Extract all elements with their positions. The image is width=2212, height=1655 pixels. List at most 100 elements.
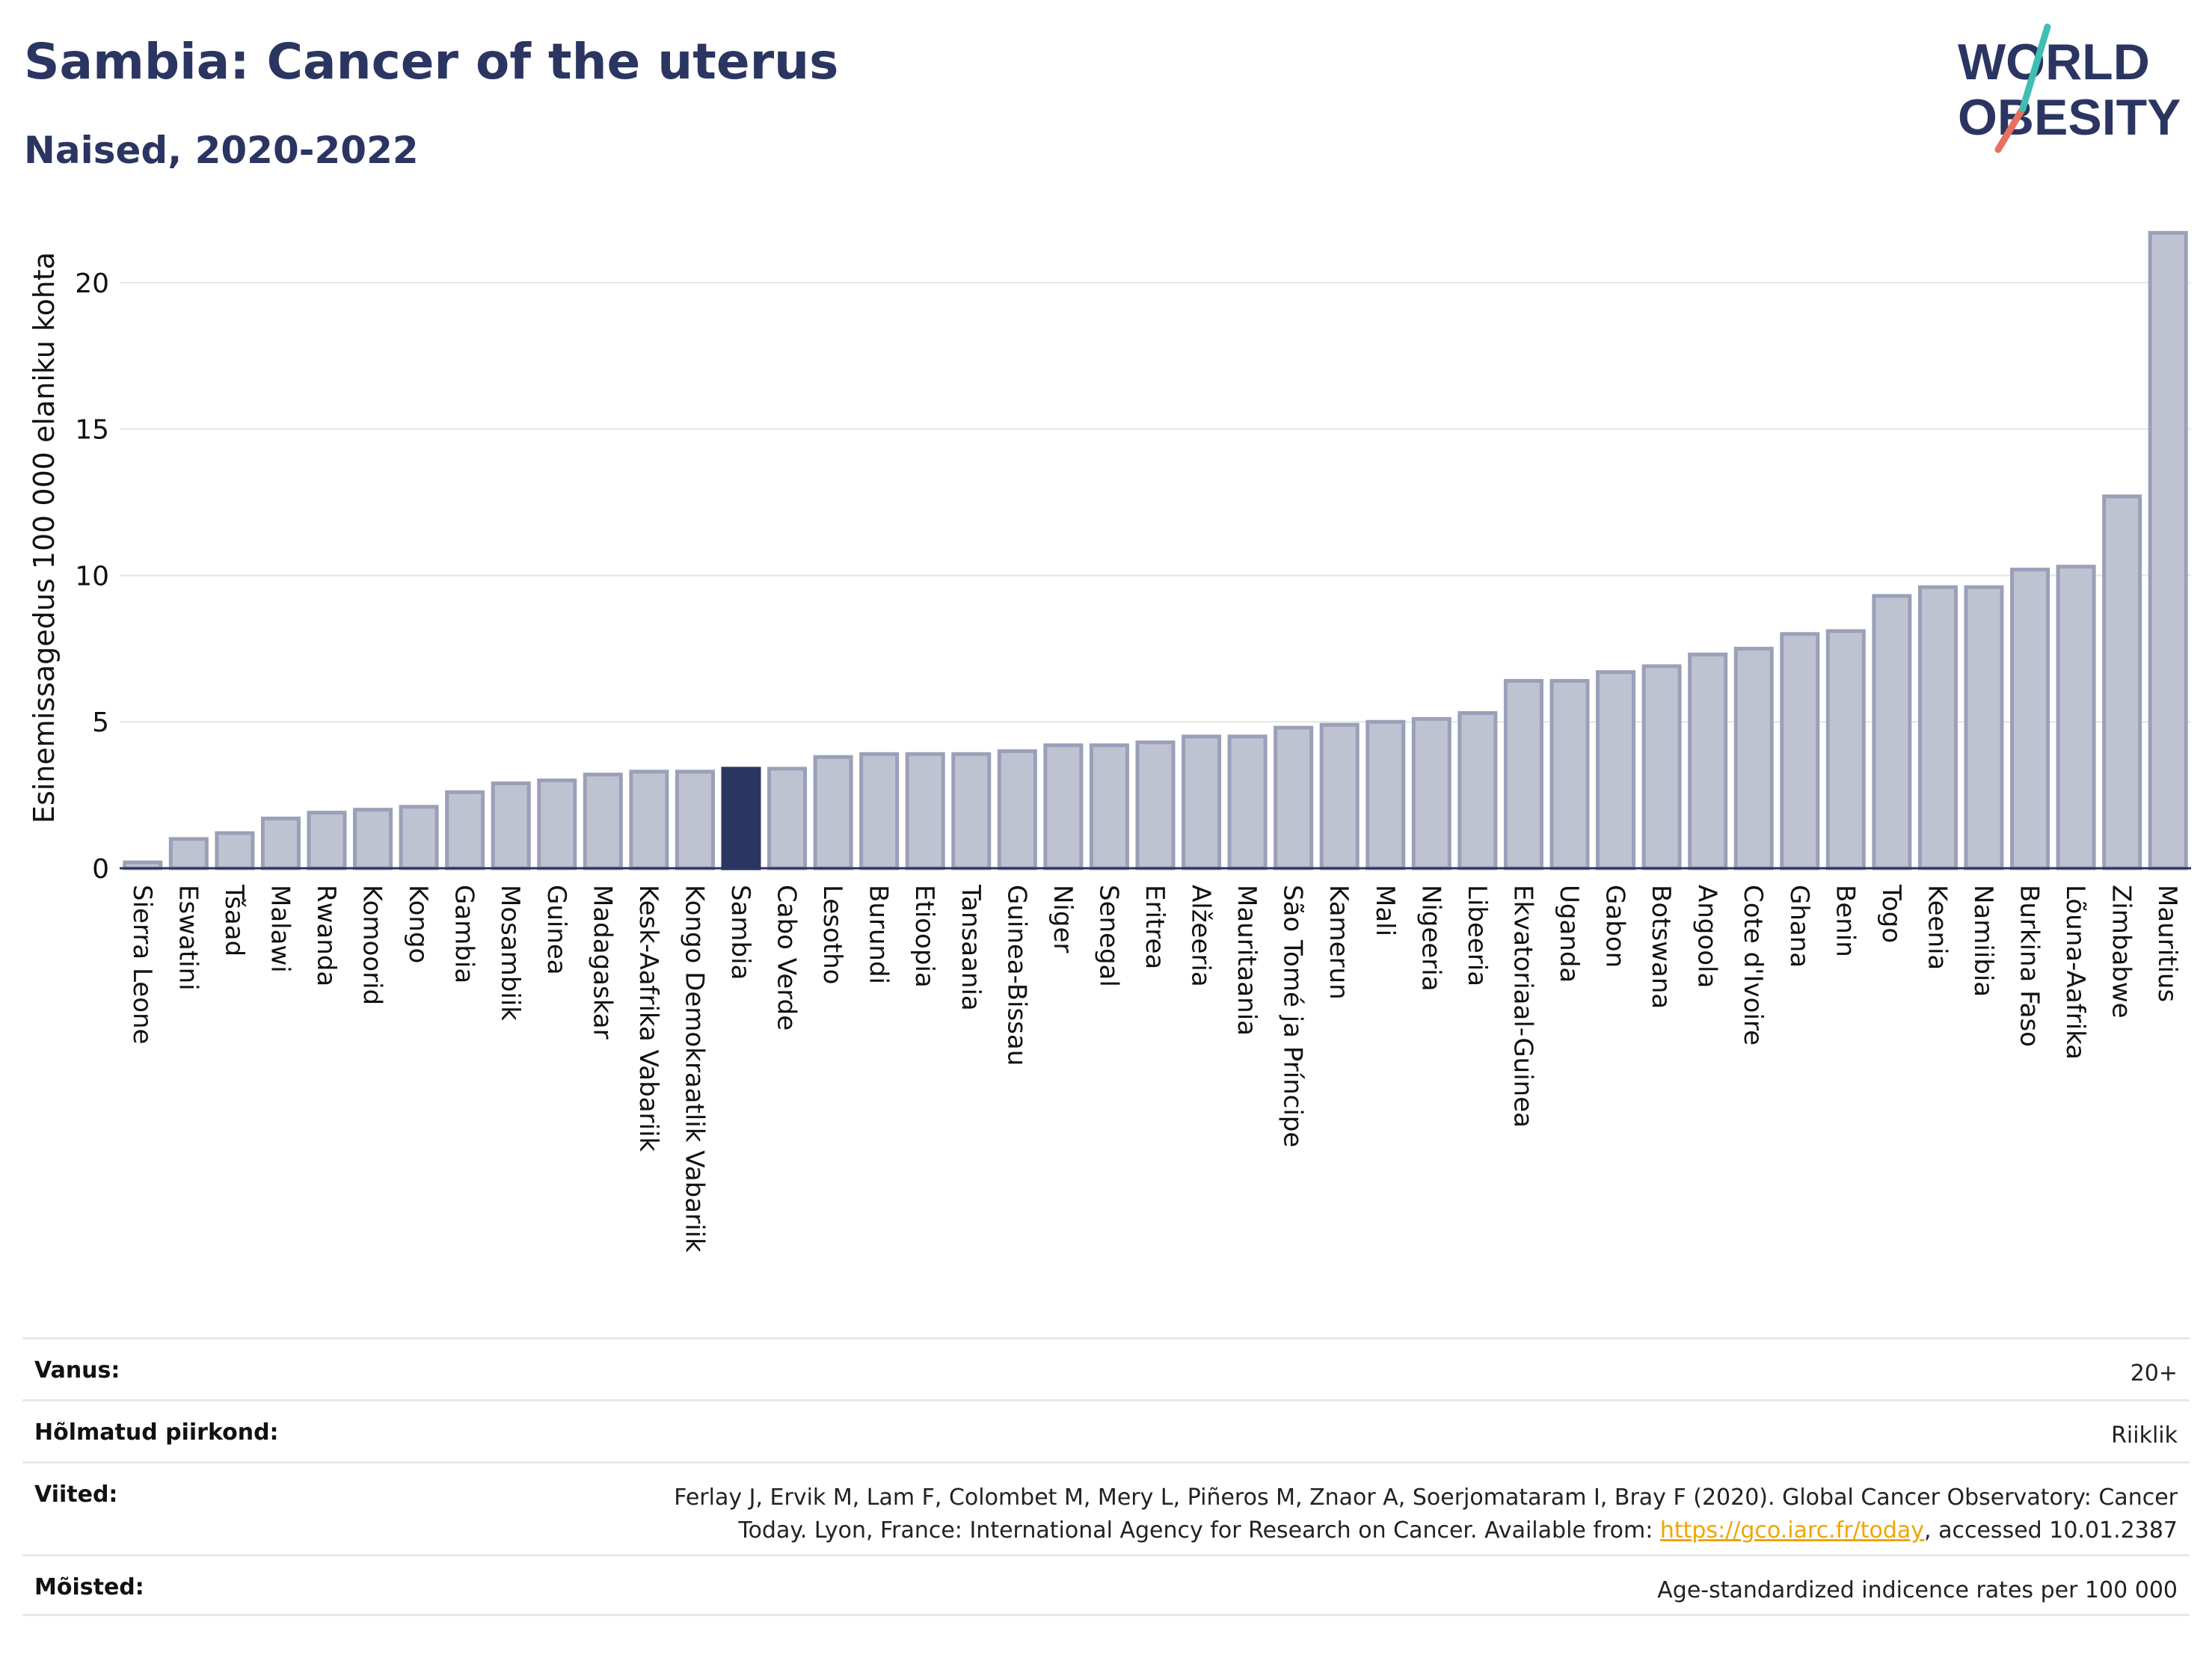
x-tick-label: Lesotho [817, 885, 847, 984]
bar-cabo-verde [767, 767, 808, 871]
bar-malawi [260, 816, 301, 871]
x-tick-label: Sierra Leone [127, 885, 157, 1044]
logo-text-world: WORLD [1958, 34, 2150, 90]
x-tick-label: Etioopia [909, 885, 939, 988]
x-tick-label: Kesk-Aafrika Vabariik [633, 885, 663, 1152]
bar-burkina-faso [2010, 568, 2050, 871]
x-tick-label: Mosambiik [495, 885, 525, 1021]
bar-uganda [1549, 678, 1590, 871]
meta-row-regions: Hõlmatud piirkond: Riiklik [22, 1399, 2190, 1461]
x-tick-label: Namiibia [1968, 885, 1998, 997]
x-tick-label: Kamerun [1324, 885, 1354, 1000]
bar-chart: Sierra Leone Eswatini Tšaad Malawi Rwanda Kom… [28, 230, 2191, 1253]
bar-libeeria [1457, 710, 1498, 871]
bar-kesk-aafrika-vabariik [629, 770, 669, 871]
bar-botswana [1641, 664, 1682, 871]
bar-etioopia [905, 752, 945, 871]
x-tick-label: Gambia [449, 885, 479, 983]
x-tick-label: Botswana [1646, 885, 1676, 1009]
x-tick-label: Tansaania [956, 884, 986, 1011]
y-tick-label: 0 [92, 854, 109, 885]
x-tick-label: Benin [1830, 885, 1860, 957]
x-tick-label: Alžeeria [1186, 885, 1216, 987]
x-tick-label: Burkina Faso [2015, 885, 2044, 1047]
y-tick-label: 20 [75, 268, 109, 299]
meta-refs-label: Viited: [34, 1481, 118, 1508]
metadata-table: Vanus: 20+ Hõlmatud piirkond: Riiklik Vi… [22, 1337, 2190, 1616]
bar-kongo [399, 805, 439, 871]
x-tick-label: Zimbabwe [2107, 885, 2136, 1019]
x-tick-label: Kongo Demokraatlik Vabariik [679, 885, 709, 1253]
bar-madagaskar [583, 773, 623, 871]
x-tick-label: Cabo Verde [772, 885, 802, 1031]
x-tick-label: Niger [1048, 885, 1078, 953]
meta-regions-label: Hõlmatud piirkond: [34, 1419, 279, 1446]
x-tick-labels: Sierra Leone Eswatini Tšaad Malawi Rwanda Kom… [127, 884, 2182, 1253]
meta-defs-label: Mõisted: [34, 1574, 144, 1600]
x-tick-label: Eritrea [1140, 885, 1170, 969]
x-tick-label: Uganda [1554, 885, 1584, 983]
chart-subtitle: Naised, 2020-2022 [24, 129, 419, 172]
x-tick-label: Komoorid [357, 885, 387, 1005]
x-tick-label: Lõuna-Aafrika [2060, 885, 2090, 1060]
x-tick-label: Sambia [725, 885, 755, 980]
bar-guinea-bissau [997, 749, 1037, 871]
logo-slash-red [1994, 105, 2027, 153]
x-tick-label: Mauritaania [1232, 885, 1262, 1036]
bar-angoola [1688, 652, 1728, 871]
bar-al-eeria [1182, 734, 1222, 871]
y-tick-label: 15 [75, 415, 109, 446]
bar-mali [1365, 719, 1406, 871]
x-tick-label: Tšaad [219, 884, 249, 957]
bar-kamerun [1319, 722, 1360, 871]
meta-age-label: Vanus: [34, 1357, 120, 1384]
x-tick-label: Gabon [1600, 885, 1630, 968]
logo-slash-teal [2019, 23, 2051, 112]
bar-gabon [1596, 670, 1636, 871]
bar-benin [1825, 629, 1866, 871]
bar-lesotho [813, 755, 853, 871]
x-tick-label: Guinea [541, 885, 571, 975]
bar-tansaania [951, 752, 992, 871]
x-tick-label: Nigeeria [1416, 885, 1446, 992]
logo-text-obesity: OBESITY [1958, 89, 2181, 146]
x-tick-label: Ghana [1784, 885, 1814, 968]
bar-guinea [537, 779, 577, 871]
meta-refs-line2-post: , accessed 10.01.2387 [1924, 1517, 2178, 1544]
y-tick-label: 5 [92, 707, 109, 738]
meta-refs-line1: Ferlay J, Ervik M, Lam F, Colombet M, Me… [674, 1484, 2178, 1511]
bar-eswatini [168, 837, 209, 871]
meta-row-definitions: Mõisted: Age-standardized indicence rate… [22, 1554, 2190, 1616]
bar-nigeeria [1411, 716, 1451, 871]
x-tick-label: Keenia [1922, 885, 1952, 970]
meta-refs-link[interactable]: https://gco.iarc.fr/today [1659, 1517, 1925, 1544]
bar-keenia [1917, 585, 1958, 871]
x-tick-label: Cote d'Ivoire [1738, 885, 1768, 1045]
bar-zimbabwe [2102, 494, 2142, 871]
bar-mauritius [2148, 230, 2188, 871]
bar-komoorid [353, 808, 393, 871]
x-tick-label: Libeeria [1462, 885, 1492, 986]
bar-cote-d-ivoire [1733, 646, 1774, 871]
meta-regions-value: Riiklik [2111, 1422, 2178, 1449]
bar-senegal [1089, 743, 1129, 871]
y-tick-label: 10 [75, 561, 109, 592]
x-tick-label: Malawi [265, 885, 295, 973]
bar-ekvatoriaal-guinea [1503, 678, 1543, 871]
x-tick-label: Mali [1370, 885, 1400, 936]
x-tick-label: Guinea-Bissau [1001, 885, 1031, 1066]
bars [120, 230, 2191, 871]
meta-row-age: Vanus: 20+ [22, 1337, 2190, 1399]
x-tick-label: Rwanda [311, 885, 341, 986]
bar-sambia [721, 767, 761, 871]
bar-togo [1872, 594, 1912, 871]
world-obesity-logo: WORLD OBESITY [1958, 23, 2181, 153]
meta-refs-line2-pre: Today. Lyon, France: International Agenc… [738, 1517, 1660, 1544]
x-tick-label: Eswatini [173, 885, 203, 991]
x-tick-label: Madagaskar [587, 885, 617, 1040]
bar-s-o-tom-ja-pr-ncipe [1274, 725, 1314, 871]
x-tick-label: Angoola [1692, 885, 1722, 988]
bar-gambia [445, 790, 485, 871]
x-tick-label: Burundi [864, 885, 894, 984]
meta-defs-value: Age-standardized indicence rates per 100… [1657, 1577, 2178, 1603]
